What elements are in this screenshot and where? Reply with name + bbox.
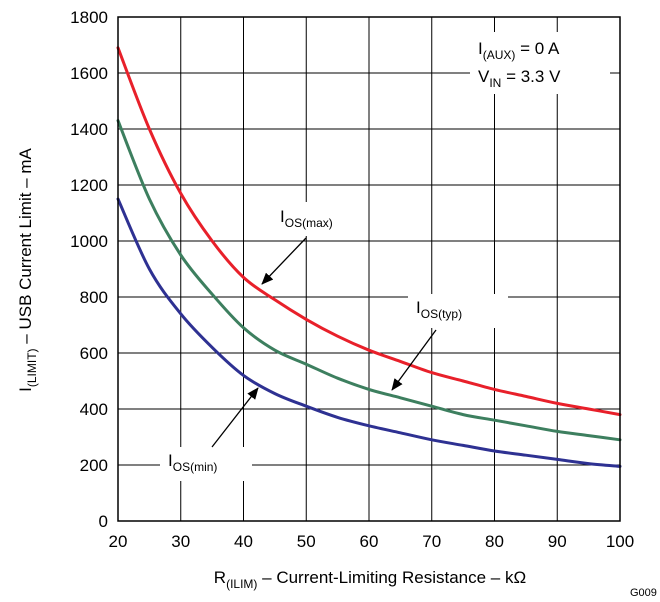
x-tick-label: 100	[606, 532, 634, 551]
condition-1: I(AUX) = 0 A	[478, 39, 560, 62]
conditions-box	[470, 32, 610, 94]
plot-frame	[117, 16, 621, 522]
y-tick-label: 800	[80, 288, 108, 307]
x-tick-label: 90	[548, 532, 567, 551]
series-line-typ	[116, 119, 622, 442]
x-tick-label: 40	[234, 532, 253, 551]
y-tick-label: 200	[80, 456, 108, 475]
series-label-max: IOS(max)	[280, 207, 333, 230]
x-tick-label: 50	[297, 532, 316, 551]
label-box-max	[272, 202, 368, 236]
x-tick-label: 80	[485, 532, 504, 551]
x-tick-label: 20	[109, 532, 128, 551]
series-line-min	[116, 197, 622, 468]
x-tick-label: 70	[422, 532, 441, 551]
y-tick-label: 1800	[70, 8, 108, 27]
y-tick-label: 1200	[70, 176, 108, 195]
y-tick-label: 0	[99, 512, 108, 531]
series-label-typ: IOS(typ)	[416, 298, 462, 321]
figure-id: G009	[630, 587, 657, 599]
y-tick-label: 600	[80, 344, 108, 363]
label-box-min	[160, 447, 252, 481]
arrow-min	[211, 387, 259, 448]
tick-labels: 20 30 40 50 60 70 80 90 100020040060080010001200…	[70, 8, 634, 551]
y-tick-label: 1400	[70, 120, 108, 139]
arrow-max	[261, 237, 307, 285]
y-tick-label: 1000	[70, 232, 108, 251]
label-box-typ	[408, 294, 508, 328]
x-axis-label: R(ILIM) – Current-Limiting Resistance – …	[214, 568, 526, 591]
arrow-typ	[391, 329, 437, 391]
condition-2: VIN = 3.3 V	[478, 67, 561, 90]
series-line-max	[116, 46, 622, 417]
y-tick-label: 400	[80, 400, 108, 419]
x-tick-label: 60	[360, 532, 379, 551]
y-axis-label: I(LIMIT) – USB Current Limit – mA	[16, 147, 39, 391]
series-lines	[116, 46, 622, 468]
series-label-min: IOS(min)	[168, 451, 217, 474]
x-tick-label: 30	[171, 532, 190, 551]
y-tick-label: 1600	[70, 64, 108, 83]
